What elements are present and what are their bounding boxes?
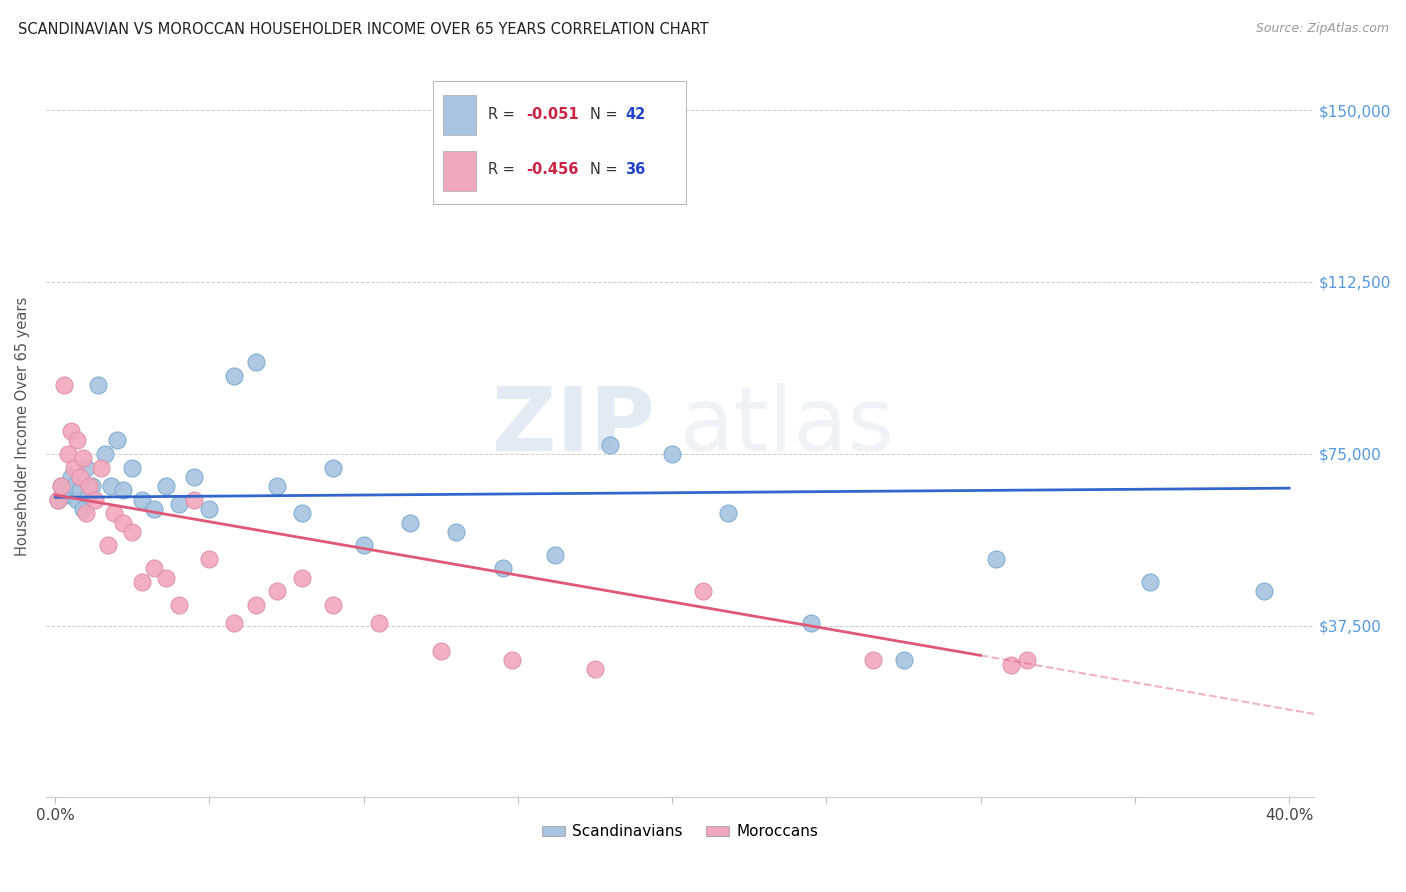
Point [491, 561, 513, 575]
Point [167, 497, 190, 511]
Point [399, 516, 422, 530]
Point [77, 479, 100, 493]
Point [77, 488, 100, 502]
Point [142, 561, 165, 575]
Text: atlas: atlas [681, 383, 896, 470]
Point [62, 479, 84, 493]
Point [121, 524, 143, 539]
Point [66, 433, 89, 447]
Point [112, 483, 135, 498]
Point [224, 368, 246, 383]
Point [266, 479, 288, 493]
Point [224, 616, 246, 631]
Point [53, 378, 76, 392]
Point [75, 507, 97, 521]
Point [893, 653, 915, 667]
Point [1253, 584, 1275, 599]
Point [198, 501, 221, 516]
Point [599, 437, 621, 451]
Point [84, 492, 107, 507]
Point [53, 483, 76, 498]
Point [97, 538, 120, 552]
Point [245, 355, 267, 369]
Y-axis label: Householder Income Over 65 years: Householder Income Over 65 years [15, 297, 30, 556]
Point [368, 616, 391, 631]
Point [112, 516, 135, 530]
Point [142, 501, 165, 516]
Point [800, 616, 823, 631]
Point [444, 524, 467, 539]
Point [131, 492, 153, 507]
Point [245, 598, 267, 612]
Point [51, 479, 73, 493]
Point [430, 644, 453, 658]
Point [322, 598, 344, 612]
Point [661, 447, 683, 461]
Point [692, 584, 714, 599]
Point [69, 469, 91, 483]
Text: Source: ZipAtlas.com: Source: ZipAtlas.com [1256, 22, 1389, 36]
Point [103, 507, 125, 521]
Point [544, 548, 567, 562]
Point [183, 469, 205, 483]
Point [87, 378, 110, 392]
Point [862, 653, 884, 667]
Point [1015, 653, 1038, 667]
Point [155, 479, 177, 493]
Point [93, 447, 115, 461]
Point [100, 479, 122, 493]
Point [353, 538, 375, 552]
Point [82, 479, 104, 493]
Point [51, 479, 73, 493]
Point [72, 501, 94, 516]
Point [501, 653, 523, 667]
Point [90, 460, 112, 475]
Point [59, 469, 82, 483]
Point [322, 460, 344, 475]
Point [66, 492, 89, 507]
Point [1000, 657, 1022, 672]
Point [291, 570, 314, 584]
Point [72, 451, 94, 466]
Point [69, 483, 91, 498]
Point [717, 507, 740, 521]
Point [583, 662, 606, 676]
Point [105, 433, 128, 447]
Point [291, 507, 314, 521]
Point [46, 492, 69, 507]
Point [121, 460, 143, 475]
Text: SCANDINAVIAN VS MOROCCAN HOUSEHOLDER INCOME OVER 65 YEARS CORRELATION CHART: SCANDINAVIAN VS MOROCCAN HOUSEHOLDER INC… [18, 22, 709, 37]
Text: ZIP: ZIP [492, 383, 655, 470]
Point [131, 575, 153, 590]
Point [984, 552, 1007, 566]
Point [75, 460, 97, 475]
Point [56, 447, 79, 461]
Point [1139, 575, 1161, 590]
Point [59, 424, 82, 438]
Point [56, 488, 79, 502]
Point [183, 492, 205, 507]
Point [46, 492, 69, 507]
Point [155, 570, 177, 584]
Point [198, 552, 221, 566]
Point [167, 598, 190, 612]
Legend: Scandinavians, Moroccans: Scandinavians, Moroccans [536, 818, 824, 846]
Point [266, 584, 288, 599]
Point [62, 460, 84, 475]
